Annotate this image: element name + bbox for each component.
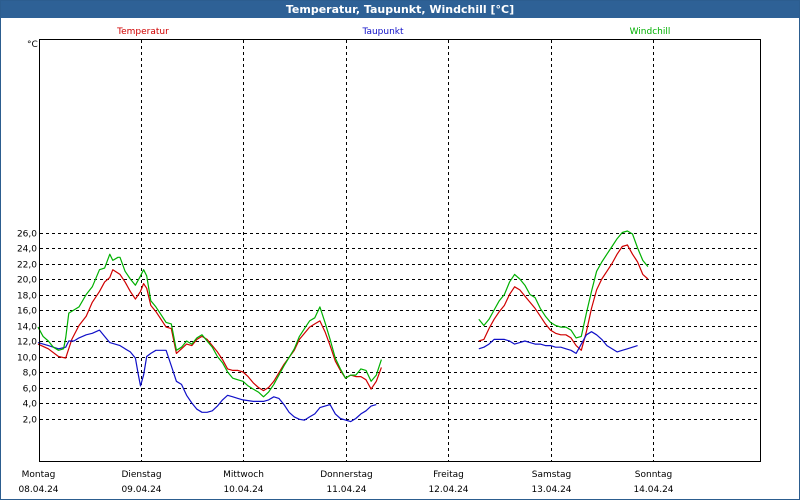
x-tick-day: Mittwoch [223,470,264,480]
y-tick-label: 12,0 [17,338,37,348]
y-tick-label: 14,0 [17,323,37,333]
legend-taupunkt: Taupunkt [361,27,404,37]
x-tick-date: 10.04.24 [223,485,263,495]
x-tick-date: 12.04.24 [428,485,468,495]
x-tick-date: 09.04.24 [121,485,161,495]
legend-windchill: Windchill [630,27,671,37]
x-tick-day: Dienstag [121,470,161,480]
series-line-taupunkt [478,331,638,354]
x-tick-date: 11.04.24 [326,485,366,495]
x-tick-day: Donnerstag [320,470,373,480]
series-line-taupunkt [37,329,377,423]
x-tick-date: 13.04.24 [531,485,571,495]
series-line-windchill [478,230,649,339]
x-tick-day: Freitag [433,470,464,480]
y-axis: 2,0 4,0 6,0 8,0 10,0 12,0 14,0 16,0 18,0 20,0 22,0… [17,230,37,426]
y-tick-label: 16,0 [17,307,37,317]
legend-temperatur: Temperatur [116,27,169,37]
y-tick-label: 8,0 [23,369,38,379]
x-tick-day: Sonntag [635,470,672,480]
x-axis: Montag 08.04.24 Dienstag 09.04.24 Mittwoch 10… [18,470,673,495]
y-tick-label: 4,0 [23,400,38,410]
y-tick-label: 18,0 [17,292,37,302]
y-tick-label: 22,0 [17,261,37,271]
series-line-temperatur [478,244,649,351]
y-tick-label: 10,0 [17,354,37,364]
y-tick-label: 6,0 [23,385,38,395]
x-tick-day: Montag [22,470,56,480]
y-tick-label: 2,0 [23,416,38,426]
series-lines [37,230,649,423]
y-tick-label: 24,0 [17,245,37,255]
x-tick-date: 14.04.24 [633,485,673,495]
series-line-temperatur [37,269,382,392]
y-tick-label: 20,0 [17,276,37,286]
y-tick-label: 26,0 [17,230,37,240]
plot-frame [39,39,761,462]
series-line-windchill [37,253,382,398]
chart-title: Temperatur, Taupunkt, Windchill [°C] [1,1,799,18]
legend: Temperatur Taupunkt Windchill [116,27,670,37]
y-axis-unit: °C [27,40,38,50]
grid-lines [40,40,760,461]
x-tick-day: Samstag [532,470,571,480]
x-tick-date: 08.04.24 [18,485,58,495]
